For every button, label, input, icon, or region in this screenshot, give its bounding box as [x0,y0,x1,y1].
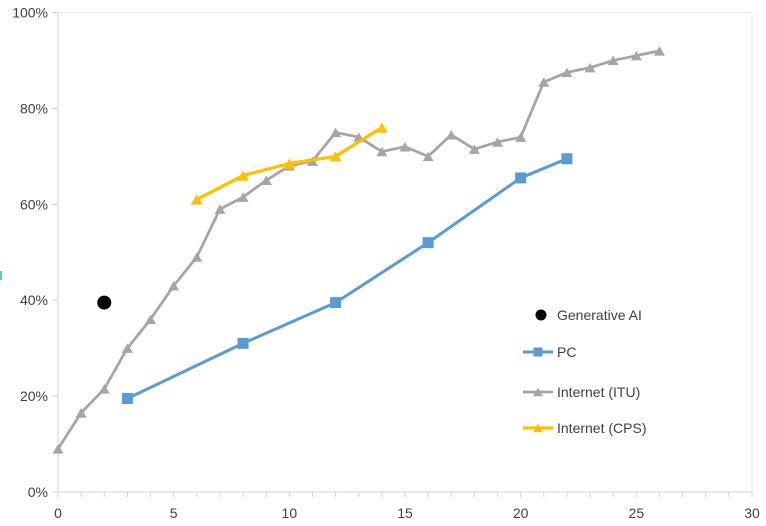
clipped-y-axis-title-fragment [0,271,2,280]
data-point-triangle-marker [330,127,342,138]
data-point-triangle-marker [653,46,665,56]
legend-label-internet-itu: Internet (ITU) [557,384,640,400]
series-line-pc [125,157,569,400]
data-point-triangle-marker [329,151,342,162]
x-axis-tick-label: 25 [629,505,645,521]
data-point-triangle-marker [445,130,457,140]
data-point-triangle-marker [468,144,480,154]
series-internet-cps [190,122,388,205]
legend-square-marker [533,347,543,357]
legend-circle-marker [535,309,547,321]
data-point-triangle-marker [237,170,250,181]
data-point-triangle-marker [538,77,550,87]
data-point-triangle-marker [561,67,573,78]
data-point-triangle-marker [283,158,296,169]
legend: Generative AI PC Internet (ITU) Internet (C… [523,307,646,436]
data-point-square-marker [237,337,249,349]
legend-item-generative-ai: Generative AI [535,307,642,323]
data-point-triangle-marker [515,132,527,142]
series-generative-ai [97,295,112,310]
y-axis-tick-label: 0% [28,484,48,500]
data-point-square-marker [121,392,133,404]
x-axis-tick-label: 15 [397,505,413,521]
data-point-triangle-marker [98,384,110,394]
data-point-triangle-marker [375,122,388,133]
y-axis-tick-label: 80% [20,100,48,116]
data-point-triangle-marker [399,142,411,152]
data-point-square-marker [515,172,527,184]
data-point-triangle-marker [121,343,133,353]
x-axis-tick-label: 20 [513,505,529,521]
y-axis-tick-label: 40% [20,292,48,308]
legend-triangle-marker [533,423,543,433]
data-point-triangle-marker [75,408,87,418]
data-point-triangle-marker [52,444,64,454]
data-point-triangle-marker [376,146,388,157]
data-point-triangle-marker [145,314,157,325]
data-point-triangle-marker [584,62,596,73]
data-point-triangle-marker [214,204,226,214]
data-point-circle-marker [97,295,112,310]
y-axis-tick-label: 60% [20,196,48,212]
series-pc [121,153,573,404]
data-point-triangle-marker [191,252,203,262]
x-axis-tick-label: 10 [282,505,298,521]
x-axis-tick-label: 5 [170,505,178,521]
legend-item-pc: PC [523,344,576,360]
y-axis-tick-label: 20% [20,388,48,404]
data-point-square-marker [561,153,573,165]
legend-triangle-marker [533,387,543,397]
legend-item-internet-cps: Internet (CPS) [523,420,646,436]
data-point-triangle-marker [630,50,642,61]
data-point-square-marker [422,237,434,249]
legend-label-internet-cps: Internet (CPS) [557,420,646,436]
data-point-square-marker [330,297,342,309]
series-internet-itu [52,46,665,454]
data-point-triangle-marker [237,192,249,202]
data-point-triangle-marker [607,55,619,66]
data-point-triangle-marker [492,137,504,147]
legend-label-generative-ai: Generative AI [557,307,642,323]
data-point-triangle-marker [260,175,272,186]
x-axis-tick-label: 0 [54,505,62,521]
data-point-triangle-marker [422,151,434,162]
legend-label-pc: PC [557,344,576,360]
x-axis-tick-label: 30 [744,505,760,521]
data-point-triangle-marker [190,194,203,205]
data-point-triangle-marker [168,281,180,291]
legend-item-internet-itu: Internet (ITU) [523,384,640,400]
y-axis-tick-label: 100% [12,5,48,21]
